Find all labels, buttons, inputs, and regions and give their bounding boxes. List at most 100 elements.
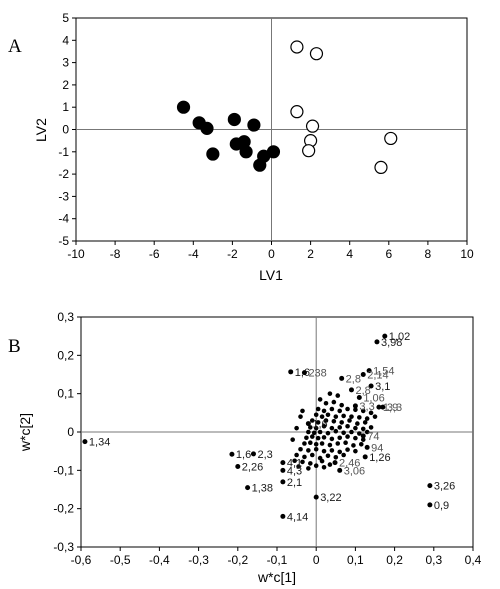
cluster-point [308, 440, 313, 446]
labeled-point [368, 383, 374, 389]
cluster-point [329, 425, 335, 431]
cluster-point [345, 447, 350, 452]
point-label: 2,8 [346, 373, 361, 385]
cluster-point [357, 415, 362, 420]
cluster-point [329, 436, 335, 442]
x-tick-label: -0,2 [227, 553, 248, 567]
x-tick-label: -4 [188, 247, 199, 261]
panel-a-points [176, 40, 398, 175]
cluster-point [349, 429, 354, 435]
cluster-point [300, 459, 305, 465]
cluster-point [319, 458, 325, 464]
cluster-point [321, 448, 327, 454]
cluster-point [337, 449, 343, 455]
labeled-point [229, 451, 235, 457]
cluster-point [325, 412, 331, 418]
point-label: 2,14 [367, 370, 388, 382]
labeled-point [427, 502, 433, 508]
labeled-point [382, 333, 388, 339]
x-tick-label: -0,3 [188, 553, 209, 567]
labeled-point [339, 375, 345, 381]
labeled-point [360, 433, 366, 439]
cluster-point [317, 397, 323, 402]
cluster-point [353, 425, 358, 431]
labeled-point [288, 369, 294, 375]
cluster-point [335, 441, 341, 446]
point-label: 3,1 [375, 381, 390, 393]
labeled-point [250, 451, 256, 457]
panel-b-points: 1,023,981,343,260,91,62382,81,542,143,12… [82, 331, 455, 523]
cluster-point [309, 452, 315, 458]
cluster-point [353, 448, 358, 454]
labeled-point [366, 368, 372, 374]
panel-a-y-ticks: 5 4 3 2 1 0 -1 -2 -3 -4 -5 [58, 11, 76, 248]
filled-circle-point [227, 112, 241, 127]
cluster-point [309, 418, 315, 423]
cluster-point [313, 412, 319, 418]
cluster-point [333, 455, 339, 460]
cluster-point [306, 448, 311, 453]
x-tick-label: -10 [67, 247, 85, 261]
labeled-point [332, 460, 338, 466]
labeled-point [337, 467, 343, 473]
x-tick-label: -6 [149, 247, 160, 261]
cluster-point [337, 408, 343, 414]
cluster-point [343, 440, 348, 446]
cluster-point [337, 425, 343, 430]
y-tick-label: -0,1 [53, 463, 74, 477]
cluster-point [327, 462, 333, 467]
x-tick-label: -8 [110, 247, 121, 261]
cluster-point [360, 437, 366, 442]
point-label: 238 [308, 368, 326, 380]
point-label: 3,3 [387, 402, 402, 414]
x-tick-label: 0 [313, 553, 320, 567]
cluster-point [315, 435, 321, 441]
cluster-point [335, 393, 341, 398]
cluster-point [353, 435, 358, 441]
labeled-point [376, 404, 382, 410]
x-tick-label: 0 [268, 247, 275, 261]
cluster-point [347, 418, 352, 423]
cluster-point [360, 408, 366, 414]
point-label: 2,26 [242, 462, 263, 474]
cluster-point [292, 458, 297, 464]
x-tick-label: 0,4 [465, 553, 482, 567]
point-label: 1,06 [363, 393, 384, 405]
cluster-point [313, 425, 319, 431]
cluster-point [339, 420, 344, 425]
labeled-point [348, 387, 354, 393]
labeled-point [313, 494, 319, 500]
cluster-point [355, 421, 360, 426]
cluster-point [308, 461, 313, 466]
cluster-point [313, 441, 319, 447]
y-tick-label: 0 [67, 425, 74, 439]
cluster-point [317, 429, 323, 435]
y-tick-label: -0,3 [53, 540, 74, 554]
labeled-point [280, 513, 286, 519]
y-tick-label: -1 [58, 145, 69, 159]
x-tick-label: 0,3 [425, 553, 442, 567]
cluster-point [345, 406, 350, 412]
cluster-point [321, 435, 327, 440]
point-label: 1,9 [383, 402, 398, 414]
cluster-point [290, 437, 295, 442]
filled-circle-point [247, 118, 261, 132]
y-tick-label: 4 [62, 33, 69, 47]
cluster-point [372, 414, 378, 419]
labeled-point [280, 460, 286, 466]
open-circle-point [309, 47, 324, 61]
y-tick-label: 0,1 [57, 387, 74, 401]
cluster-point [339, 402, 344, 408]
cluster-point [337, 435, 343, 441]
open-circle-point [374, 160, 388, 175]
y-tick-label: -4 [58, 212, 69, 226]
point-label: 4,1 [287, 458, 302, 470]
labeled-point [360, 372, 366, 377]
y-tick-label: 5 [62, 11, 69, 25]
cluster-point [362, 420, 368, 425]
point-label: 74 [367, 431, 379, 443]
filled-circle-point [200, 121, 214, 135]
cluster-point [327, 391, 333, 396]
point-label: 4,3 [287, 465, 302, 477]
